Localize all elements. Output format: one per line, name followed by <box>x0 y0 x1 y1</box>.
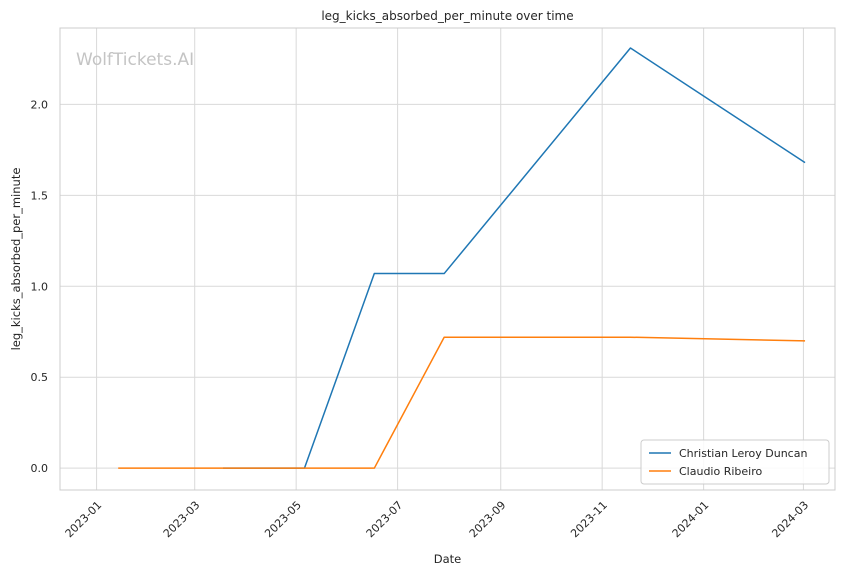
y-tick-label: 0.5 <box>31 371 49 384</box>
legend: Christian Leroy Duncan Claudio Ribeiro <box>640 439 830 485</box>
plot-area-frame <box>59 27 836 491</box>
y-tick-label: 2.0 <box>31 98 49 111</box>
legend-label: Claudio Ribeiro <box>679 465 763 478</box>
grid-lines <box>60 28 835 490</box>
series-line-2 <box>118 336 806 469</box>
y-axis-tick-labels: 0.0 0.5 1.0 1.5 2.0 <box>31 98 49 475</box>
legend-label: Christian Leroy Duncan <box>679 447 807 460</box>
series-lines <box>118 47 806 469</box>
y-axis-title: leg_kicks_absorbed_per_minute <box>9 168 23 351</box>
chart-title: leg_kicks_absorbed_per_minute over time <box>321 9 573 23</box>
x-axis-title: Date <box>434 552 462 566</box>
watermark-text: WolfTickets.AI <box>76 50 194 70</box>
y-tick-label: 0.0 <box>31 462 49 475</box>
y-tick-label: 1.5 <box>31 189 49 202</box>
y-tick-label: 1.0 <box>31 280 49 293</box>
legend-box <box>640 439 830 485</box>
